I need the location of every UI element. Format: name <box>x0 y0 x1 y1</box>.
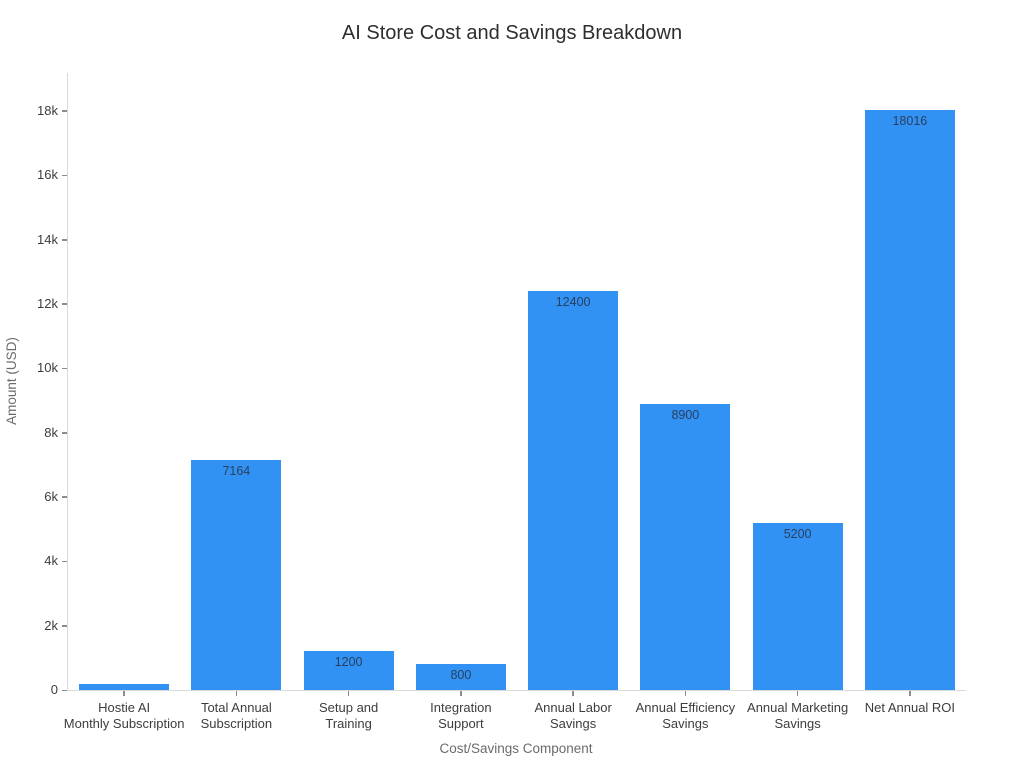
y-tick-label: 6k <box>44 488 58 504</box>
bar: 1200 <box>303 651 394 690</box>
y-tick-mark <box>62 303 67 305</box>
y-tick-mark <box>62 239 67 241</box>
x-tick-mark <box>909 691 911 696</box>
bar-value-label: 5200 <box>783 526 812 541</box>
x-tick-mark <box>123 691 125 696</box>
y-tick-mark <box>62 496 67 498</box>
x-tick-label: Hostie AI Monthly Subscription <box>63 700 185 731</box>
bar-value-label: 8900 <box>671 407 700 422</box>
y-tick-label: 8k <box>44 424 58 440</box>
y-axis-title: Amount (USD) <box>4 337 19 425</box>
y-tick-mark <box>62 174 67 177</box>
chart-title: AI Store Cost and Savings Breakdown <box>341 22 683 44</box>
bar: 8900 <box>640 403 731 690</box>
y-tick-label: 14k <box>37 231 58 247</box>
y-tick-label: 10k <box>37 360 58 376</box>
plot-area: 0 2k 4k 6k 8k 10k 12k 14k 16k 18k Hostie AI Monthl… <box>37 73 966 731</box>
bar-value-label: 7164 <box>222 463 251 478</box>
y-tick-mark <box>62 689 67 691</box>
x-tick-label: Annual Marketing Savings <box>747 700 849 731</box>
bar-value-label: 12400 <box>555 295 591 310</box>
y-tick-label: 12k <box>37 295 58 311</box>
x-tick-mark <box>796 691 799 696</box>
bar <box>79 683 170 690</box>
y-tick-label: 16k <box>37 167 58 183</box>
x-tick-label: Integration Support <box>430 700 492 731</box>
bar-value-label: 800 <box>450 668 472 683</box>
bar: 12400 <box>528 291 619 690</box>
y-tick-label: 2k <box>44 617 58 633</box>
bar: 5200 <box>752 522 843 690</box>
x-tick-mark <box>235 691 238 696</box>
y-tick-mark <box>62 432 67 434</box>
x-axis-title: Cost/Savings Component <box>439 741 593 756</box>
x-tick-mark <box>347 691 350 696</box>
x-tick-mark <box>572 691 574 696</box>
bar-value-label: 18016 <box>892 114 928 129</box>
y-tick-label: 0 <box>50 682 58 697</box>
y-tick-mark <box>62 367 67 370</box>
x-tick-label: Setup and Training <box>318 700 379 731</box>
bar: 7164 <box>191 459 282 690</box>
x-tick-label: Annual Efficiency Savings <box>635 700 736 731</box>
y-tick-label: 18k <box>37 102 58 118</box>
x-tick-label: Total Annual Subscription <box>200 700 273 731</box>
y-tick-label: 4k <box>44 553 58 569</box>
x-tick-label: Annual Labor Savings <box>534 700 612 731</box>
y-tick-mark <box>62 625 67 627</box>
x-tick-mark <box>684 691 687 696</box>
bar: 18016 <box>864 110 955 690</box>
bar-value-label: 1200 <box>334 655 363 670</box>
x-tick-label: Net Annual ROI <box>864 700 956 715</box>
y-tick-mark <box>62 110 67 112</box>
bar: 800 <box>415 664 506 690</box>
y-tick-mark <box>62 560 67 563</box>
x-tick-mark <box>460 691 462 696</box>
